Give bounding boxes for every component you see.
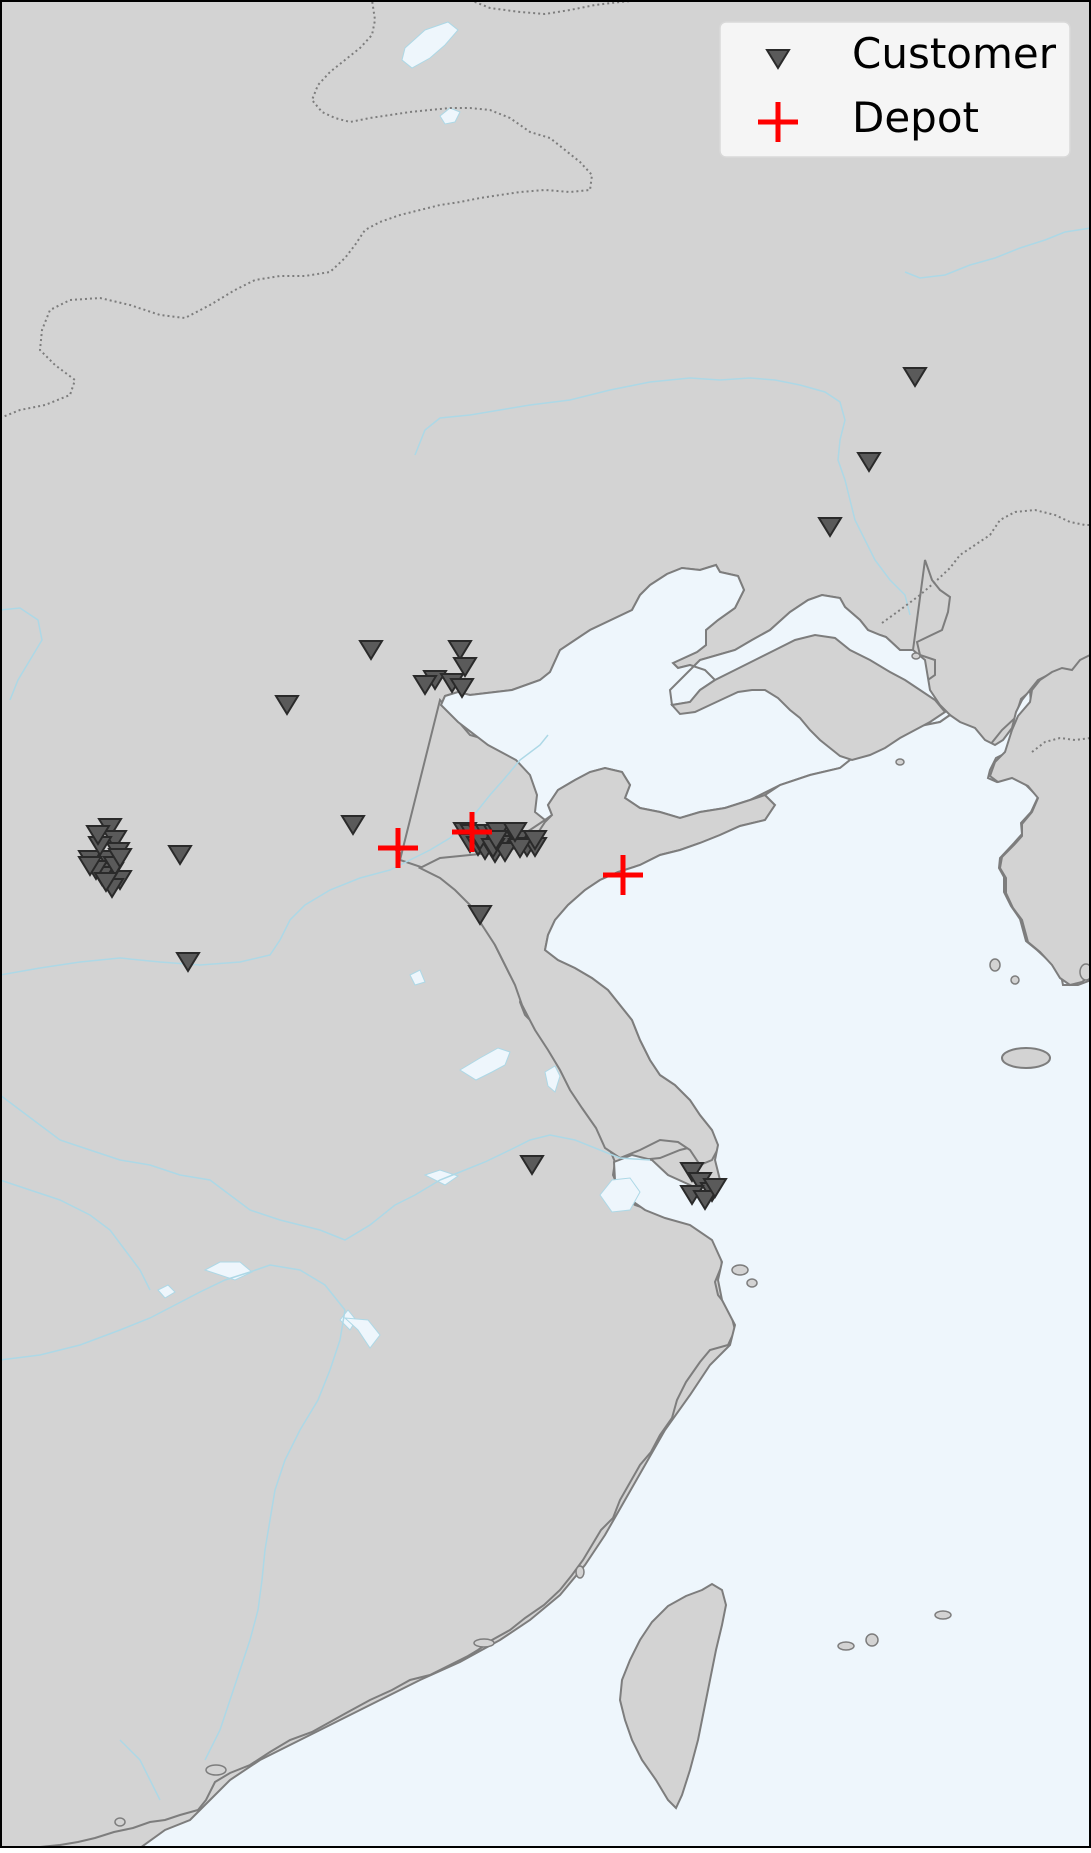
customer-marker-2: [856, 452, 882, 473]
lake-10: [157, 1284, 176, 1299]
customer-marker-1: [902, 367, 928, 388]
depot-marker-1: [378, 828, 418, 868]
river-south: [204, 1309, 346, 1761]
customer-marker-11: [274, 695, 300, 716]
depot-marker-3: [603, 855, 643, 895]
island-small-5: [746, 1278, 758, 1288]
customer-marker-3: [817, 517, 843, 538]
customer-marker-34: [502, 822, 528, 843]
river-delta: [119, 1739, 161, 1801]
customer-marker-8: [412, 675, 438, 696]
legend-customer-marker-icon: [765, 49, 791, 70]
island-small-12: [989, 958, 1001, 972]
customer-marker-54: [77, 856, 103, 877]
river-northeast: [904, 227, 1091, 279]
customer-marker-12: [340, 815, 366, 836]
island-small-11: [911, 652, 921, 660]
jeju-island: [1001, 1047, 1051, 1069]
liaodong: [670, 633, 947, 762]
customer-marker-52: [107, 848, 133, 869]
customer-marker-39: [519, 1155, 545, 1176]
customer-marker-61: [702, 1178, 728, 1199]
rivers: [0, 227, 1091, 1801]
river-yellow: [0, 734, 549, 976]
border-mongolia: [0, 0, 594, 419]
island-small-8: [205, 1764, 227, 1776]
legend-depot-label: Depot: [852, 93, 979, 142]
lake-1: [401, 21, 459, 69]
customer-marker-37: [467, 905, 493, 926]
island-small-6: [575, 1565, 585, 1579]
river-west-2: [0, 1179, 151, 1291]
river-yangtze: [0, 1094, 651, 1241]
customer-marker-10: [449, 678, 475, 699]
island-small-9: [114, 1817, 126, 1827]
lake-3: [459, 1047, 511, 1081]
island-small-1: [934, 1610, 952, 1620]
lake-4: [544, 1065, 561, 1093]
customer-marker-51: [93, 872, 119, 893]
lake-8: [343, 1317, 381, 1349]
customer-marker-5: [447, 640, 473, 661]
island-small-14: [1079, 963, 1091, 981]
border-dmz: [1031, 736, 1091, 753]
depot-markers: [378, 812, 643, 895]
island-small-3: [865, 1633, 879, 1647]
customer-marker-33: [483, 830, 509, 851]
island-small-7: [473, 1638, 495, 1648]
island-small-4: [731, 1264, 749, 1276]
east-sea: [136, 667, 1091, 1849]
legend-depot-marker-icon: [758, 102, 798, 142]
river-north: [414, 377, 911, 616]
lake-11: [409, 969, 426, 986]
customer-marker-38: [175, 952, 201, 973]
island-small-13: [1010, 975, 1020, 985]
lake-2: [439, 107, 461, 125]
lake-5: [599, 1177, 641, 1213]
island-small-2: [837, 1641, 855, 1651]
customer-marker-36: [167, 845, 193, 866]
customer-marker-32: [507, 838, 533, 859]
border-mongolia-east: [469, 0, 646, 16]
customer-marker-6: [452, 657, 478, 678]
korea: [988, 619, 1091, 987]
customer-marker-60: [692, 1190, 718, 1211]
taiwan: [618, 1582, 728, 1810]
border-north-korea: [881, 508, 1091, 624]
depot-marker-2: [452, 812, 492, 852]
legend-customer-label: Customer: [852, 29, 1057, 78]
customer-marker-35: [522, 830, 548, 851]
customer-markers: [77, 367, 928, 1211]
island-small-10: [895, 758, 905, 766]
river-west-1: [0, 607, 43, 701]
country-borders: [0, 0, 1091, 753]
legend-box: [719, 21, 1071, 158]
customer-marker-55: [85, 825, 111, 846]
customer-marker-4: [358, 640, 384, 661]
river-pearl: [0, 1264, 346, 1361]
lakes: [157, 21, 641, 1349]
legend: Customer Depot: [719, 21, 1071, 158]
